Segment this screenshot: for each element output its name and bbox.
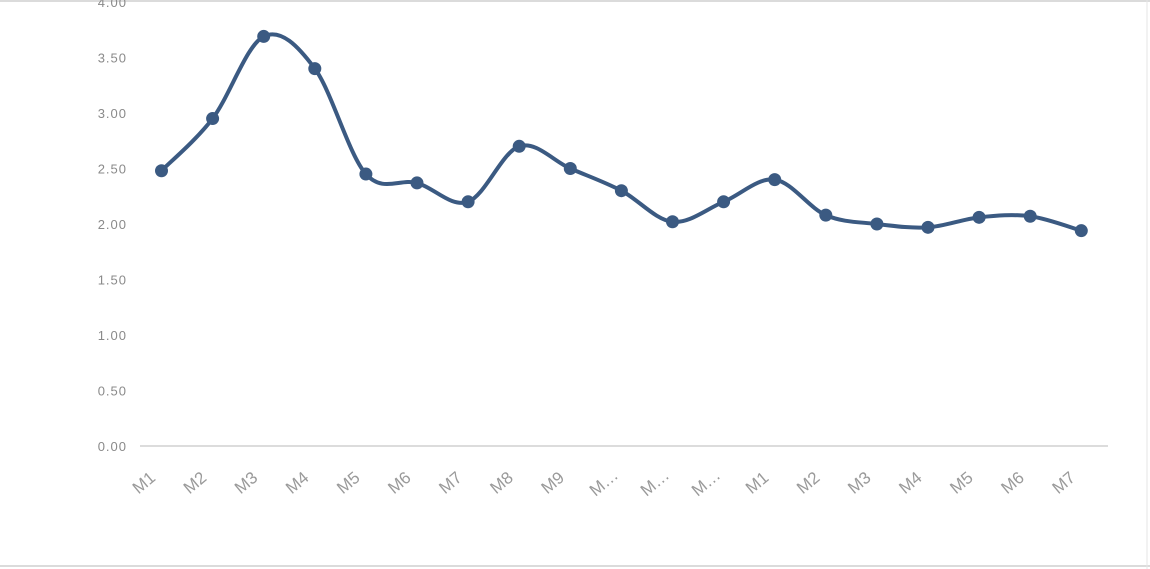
data-point[interactable] [563,162,577,175]
x-tick-label: M5 [333,468,363,498]
y-tick-label: 2.00 [98,217,127,232]
x-tick-label: M… [688,465,724,500]
x-tick-label: M1 [129,468,159,498]
x-axis: M1 M2 M3 M4 M5 M6 M7 M8 M9 M… M… M… M1 M2 M3 M4 M5 M6 M7 [129,465,1079,500]
data-point[interactable] [1074,224,1088,238]
series-layer [155,29,1088,238]
y-tick-label: 0.50 [98,384,127,399]
y-axis: 0.00 0.50 1.00 1.50 2.00 2.50 3.00 3.50 4.00 [98,0,1108,454]
x-tick-label: M4 [895,468,925,498]
x-tick-label: M3 [231,468,261,498]
data-point[interactable] [410,176,424,190]
x-tick-label: M2 [180,468,210,498]
data-point[interactable] [257,29,271,43]
data-point[interactable] [155,164,168,178]
x-tick-label: M7 [435,468,465,498]
data-point[interactable] [717,195,731,209]
data-point[interactable] [308,62,322,76]
data-point[interactable] [206,112,220,126]
data-point[interactable] [819,208,833,222]
data-point[interactable] [972,210,986,224]
x-tick-label: M9 [538,468,568,498]
x-tick-label: M8 [487,468,517,498]
data-point[interactable] [614,184,628,198]
x-tick-label: M… [637,465,673,500]
data-point[interactable] [512,139,526,153]
x-tick-label: M1 [742,468,772,498]
x-tick-label: M6 [384,468,414,498]
y-tick-label: 1.50 [98,273,127,288]
series-line [159,32,1084,233]
x-tick-label: M2 [793,468,823,498]
x-tick-label: M7 [1049,468,1079,498]
y-tick-label: 1.00 [98,328,127,343]
data-point[interactable] [768,173,782,187]
data-point[interactable] [359,167,373,181]
y-tick-label: 3.50 [98,51,127,66]
x-tick-label: M… [586,465,622,500]
x-tick-label: M3 [844,468,874,498]
y-tick-label: 4.00 [98,0,127,10]
data-point[interactable] [666,215,679,229]
x-tick-label: M6 [998,468,1028,498]
x-tick-label: M4 [282,468,312,498]
data-point[interactable] [921,220,935,234]
y-tick-label: 2.50 [98,162,127,177]
y-tick-label: 0.00 [98,439,127,454]
data-point[interactable] [870,217,884,231]
y-tick-label: 3.00 [98,106,127,121]
data-point[interactable] [461,195,475,209]
data-point[interactable] [1023,209,1037,223]
x-tick-label: M5 [946,468,976,498]
